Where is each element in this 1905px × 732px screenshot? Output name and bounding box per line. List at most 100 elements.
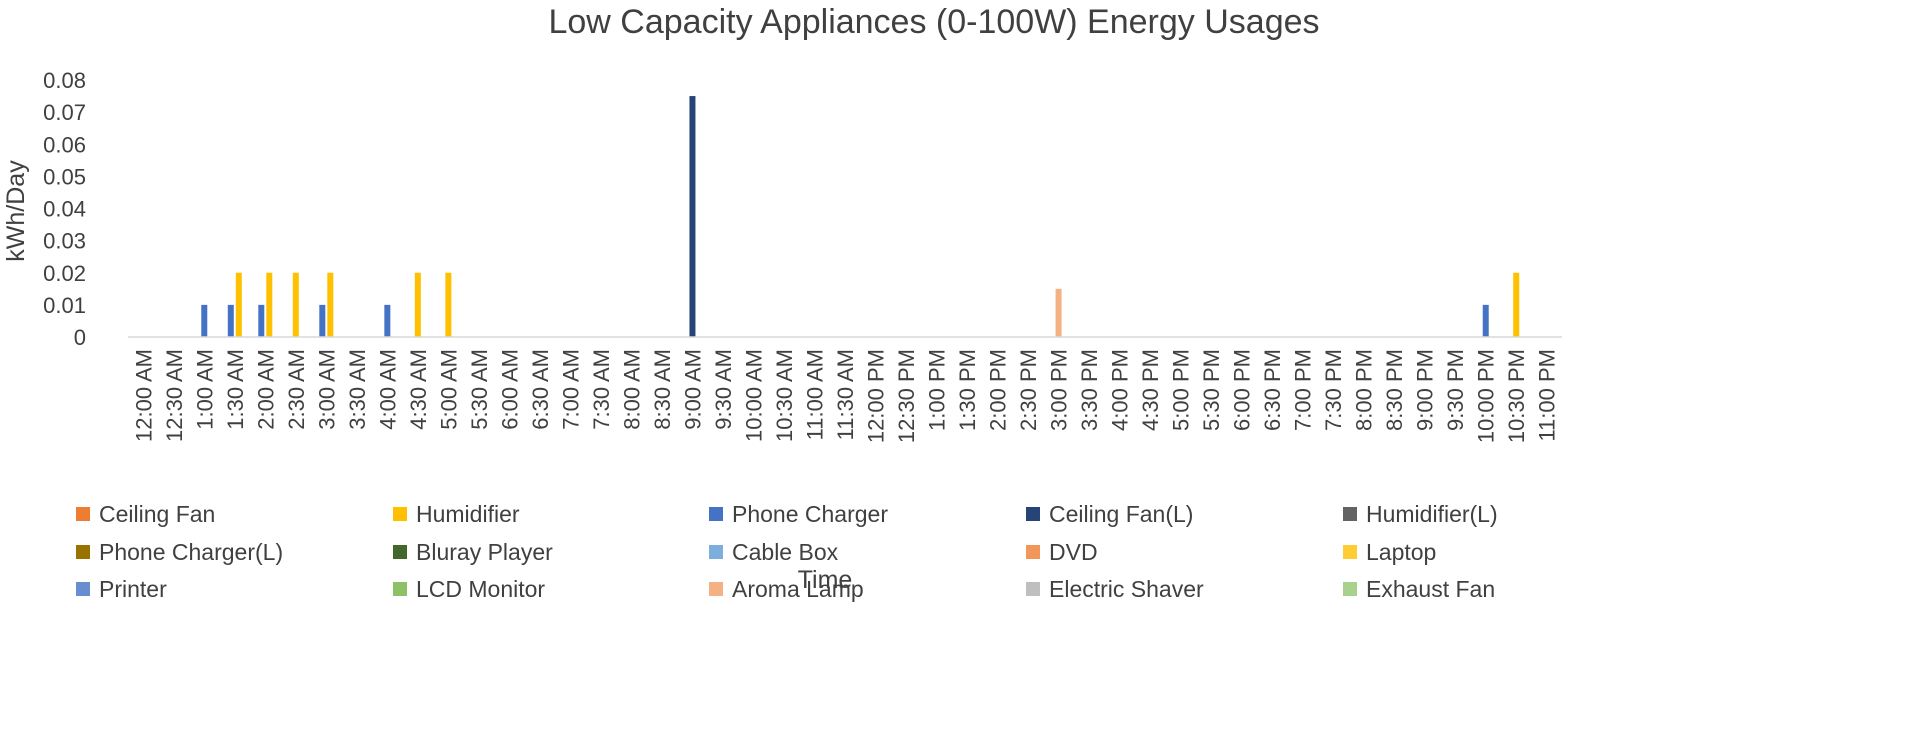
y-tick-label: 0.02 — [43, 261, 86, 286]
x-tick-label: 11:00 AM — [802, 349, 827, 440]
x-tick-label: 3:30 AM — [345, 349, 370, 430]
x-tick-label: 3:00 AM — [314, 349, 339, 430]
x-tick-label: 12:30 AM — [162, 349, 187, 442]
y-tick-label: 0.07 — [43, 100, 86, 125]
legend-item-humidifier: Humidifier — [393, 501, 520, 527]
y-tick-label: 0.06 — [43, 132, 86, 157]
legend-swatch — [1343, 507, 1357, 521]
x-tick-label: 4:30 PM — [1138, 349, 1163, 431]
x-tick-label: 10:30 PM — [1504, 349, 1529, 443]
legend-label: Humidifier(L) — [1366, 501, 1498, 527]
x-tick-label: 9:30 AM — [711, 349, 736, 430]
x-tick-label: 3:30 PM — [1077, 349, 1102, 431]
x-tick-label: 4:30 AM — [406, 349, 431, 430]
legend-item-phone-charger: Phone Charger — [709, 501, 888, 527]
x-tick-label: 9:30 PM — [1443, 349, 1468, 431]
x-tick-label: 12:00 AM — [131, 349, 156, 442]
legend-label: DVD — [1049, 539, 1098, 565]
legend-item-phone-charger-l: Phone Charger(L) — [76, 539, 283, 565]
x-tick-label: 6:30 PM — [1260, 349, 1285, 431]
legend-label: Phone Charger — [732, 501, 888, 527]
x-axis-ticks: 12:00 AM 12:30 AM 1:00 AM 1:30 AM 2:00 AM 2:3… — [131, 349, 1559, 443]
x-tick-label: 7:30 PM — [1321, 349, 1346, 431]
legend-swatch — [1026, 582, 1040, 596]
legend-swatch — [393, 545, 407, 559]
x-tick-label: 10:00 AM — [741, 349, 766, 442]
bar-humidifier-6 — [327, 272, 334, 337]
x-tick-label: 1:30 PM — [955, 349, 980, 431]
legend-item-ceiling-fan-l: Ceiling Fan(L) — [1026, 501, 1193, 527]
legend-item-dvd: DVD — [1026, 539, 1098, 565]
legend-label: Humidifier — [416, 501, 520, 527]
legend-label: Printer — [99, 576, 167, 602]
legend-label: Bluray Player — [416, 539, 553, 565]
bar-humidifier-4 — [266, 272, 273, 337]
legend-item-bluray-player: Bluray Player — [393, 539, 553, 565]
x-tick-label: 6:30 AM — [528, 349, 553, 430]
x-tick-label: 5:00 AM — [436, 349, 461, 430]
y-tick-label: 0.04 — [43, 197, 86, 222]
x-tick-label: 12:30 PM — [894, 349, 919, 443]
x-axis-title: Time — [798, 566, 853, 594]
y-tick-label: 0.08 — [43, 68, 86, 93]
legend-swatch — [1026, 507, 1040, 521]
x-tick-label: 2:00 PM — [986, 349, 1011, 431]
y-axis-title: kWh/Day — [2, 160, 30, 262]
bar-aroma-lamp-30 — [1055, 288, 1062, 337]
x-tick-label: 9:00 PM — [1413, 349, 1438, 431]
legend-label: Ceiling Fan — [99, 501, 215, 527]
legend-item-aroma-lamp: Aroma Lamp — [709, 576, 864, 602]
y-axis-ticks: 0 0.01 0.02 0.03 0.04 0.05 0.06 0.07 0.08 — [43, 68, 86, 350]
legend-item-cable-box: Cable Box — [709, 539, 839, 565]
legend-swatch — [1343, 582, 1357, 596]
x-tick-label: 2:30 PM — [1016, 349, 1041, 431]
x-tick-label: 1:30 AM — [223, 349, 248, 430]
x-tick-label: 6:00 PM — [1230, 349, 1255, 431]
x-tick-label: 12:00 PM — [864, 349, 889, 443]
y-tick-label: 0.05 — [43, 164, 86, 189]
legend-swatch — [709, 582, 723, 596]
x-tick-label: 11:00 PM — [1535, 349, 1560, 442]
bar-humidifier-45 — [1513, 272, 1520, 337]
x-tick-label: 10:00 PM — [1474, 349, 1499, 443]
legend-label: Electric Shaver — [1049, 576, 1204, 602]
y-tick-label: 0.01 — [43, 293, 86, 318]
bar-phone-charger-4 — [258, 304, 265, 337]
legend-swatch — [76, 545, 90, 559]
bars — [201, 96, 1520, 337]
legend-item-exhaust-fan: Exhaust Fan — [1343, 576, 1495, 602]
legend-swatch — [76, 582, 90, 596]
bar-humidifier-9 — [414, 272, 421, 337]
legend-label: LCD Monitor — [416, 576, 545, 602]
legend-item-lcd-monitor: LCD Monitor — [393, 576, 545, 602]
bar-phone-charger-6 — [319, 304, 326, 337]
x-tick-label: 2:30 AM — [284, 349, 309, 430]
x-tick-label: 5:30 PM — [1199, 349, 1224, 431]
y-tick-label: 0 — [74, 325, 86, 350]
x-tick-label: 7:30 AM — [589, 349, 614, 430]
x-tick-label: 6:00 AM — [497, 349, 522, 430]
x-tick-label: 11:30 AM — [833, 349, 858, 440]
legend-item-humidifier-l: Humidifier(L) — [1343, 501, 1498, 527]
legend-swatch — [393, 582, 407, 596]
x-tick-label: 7:00 AM — [558, 349, 583, 430]
legend-item-laptop: Laptop — [1343, 539, 1436, 565]
x-tick-label: 4:00 AM — [375, 349, 400, 430]
legend-swatch — [709, 507, 723, 521]
x-tick-label: 5:30 AM — [467, 349, 492, 430]
legend-swatch — [1026, 545, 1040, 559]
bar-humidifier-10 — [445, 272, 452, 337]
bar-phone-charger-44 — [1482, 304, 1489, 337]
x-tick-label: 8:00 PM — [1352, 349, 1377, 431]
x-tick-label: 9:00 AM — [680, 349, 705, 430]
x-tick-label: 8:30 PM — [1382, 349, 1407, 431]
x-tick-label: 3:00 PM — [1047, 349, 1072, 431]
x-tick-label: 5:00 PM — [1169, 349, 1194, 431]
legend-swatch — [393, 507, 407, 521]
x-tick-label: 8:00 AM — [619, 349, 644, 430]
bar-phone-charger-3 — [227, 304, 234, 337]
x-tick-label: 10:30 AM — [772, 349, 797, 442]
x-tick-label: 7:00 PM — [1291, 349, 1316, 431]
legend-swatch — [76, 507, 90, 521]
